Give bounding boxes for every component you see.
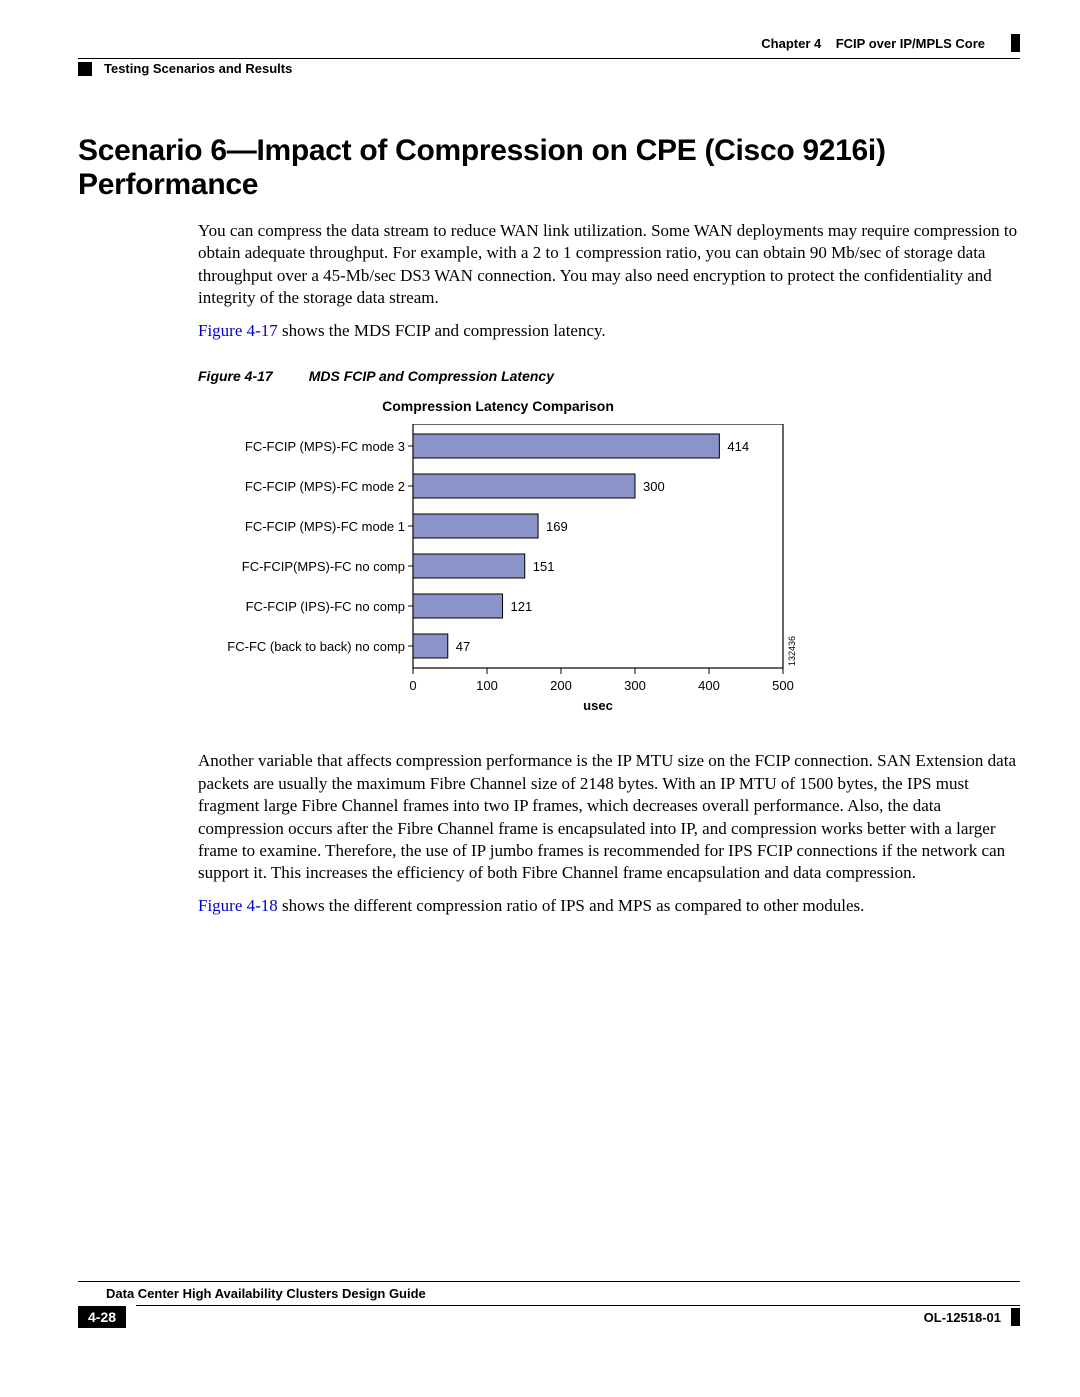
svg-text:FC-FCIP (MPS)-FC mode 2: FC-FCIP (MPS)-FC mode 2 xyxy=(245,479,405,494)
svg-text:47: 47 xyxy=(456,639,470,654)
figure-17-link[interactable]: Figure 4-17 xyxy=(198,321,278,340)
svg-text:200: 200 xyxy=(550,678,572,693)
chart-title: Compression Latency Comparison xyxy=(198,398,798,414)
paragraph-3: Another variable that affects compressio… xyxy=(78,750,1020,885)
header-chapter: Chapter 4 FCIP over IP/MPLS Core xyxy=(761,36,985,51)
page-number: 4-28 xyxy=(78,1306,126,1328)
header-section: Testing Scenarios and Results xyxy=(104,61,292,76)
svg-text:500: 500 xyxy=(772,678,794,693)
footer-doc-id: OL-12518-01 xyxy=(924,1310,1001,1325)
footer-rule-mark xyxy=(1011,1308,1020,1326)
paragraph-1: You can compress the data stream to redu… xyxy=(78,220,1020,310)
svg-text:100: 100 xyxy=(476,678,498,693)
svg-text:FC-FCIP (MPS)-FC mode 1: FC-FCIP (MPS)-FC mode 1 xyxy=(245,519,405,534)
svg-text:FC-FC (back to back) no comp: FC-FC (back to back) no comp xyxy=(227,639,405,654)
header-rule-mark xyxy=(1011,34,1020,52)
svg-text:300: 300 xyxy=(643,479,665,494)
svg-text:169: 169 xyxy=(546,519,568,534)
svg-text:FC-FCIP (MPS)-FC mode 3: FC-FCIP (MPS)-FC mode 3 xyxy=(245,439,405,454)
section-marker-icon xyxy=(78,62,92,76)
footer-guide-title: Data Center High Availability Clusters D… xyxy=(106,1286,1020,1301)
paragraph-4: Figure 4-18 shows the different compress… xyxy=(78,895,1020,917)
svg-text:FC-FCIP(MPS)-FC no comp: FC-FCIP(MPS)-FC no comp xyxy=(242,559,405,574)
figure-17-caption: Figure 4-17MDS FCIP and Compression Late… xyxy=(78,368,1020,384)
svg-text:300: 300 xyxy=(624,678,646,693)
header-rule xyxy=(78,58,1020,59)
figure-18-link[interactable]: Figure 4-18 xyxy=(198,896,278,915)
svg-text:414: 414 xyxy=(727,439,749,454)
svg-text:usec: usec xyxy=(583,698,613,713)
svg-text:0: 0 xyxy=(409,678,416,693)
svg-text:400: 400 xyxy=(698,678,720,693)
compression-latency-chart: 0 100 200 300 400 500 usec FC-FCIP (MPS)-FC mod… xyxy=(198,424,833,720)
svg-text:121: 121 xyxy=(511,599,533,614)
paragraph-2: Figure 4-17 shows the MDS FCIP and compr… xyxy=(78,320,1020,342)
svg-text:FC-FCIP (IPS)-FC no comp: FC-FCIP (IPS)-FC no comp xyxy=(246,599,405,614)
svg-text:132436: 132436 xyxy=(787,636,797,666)
page-title: Scenario 6—Impact of Compression on CPE … xyxy=(78,134,1020,202)
svg-text:151: 151 xyxy=(533,559,555,574)
page-footer: Data Center High Availability Clusters D… xyxy=(78,1281,1020,1328)
